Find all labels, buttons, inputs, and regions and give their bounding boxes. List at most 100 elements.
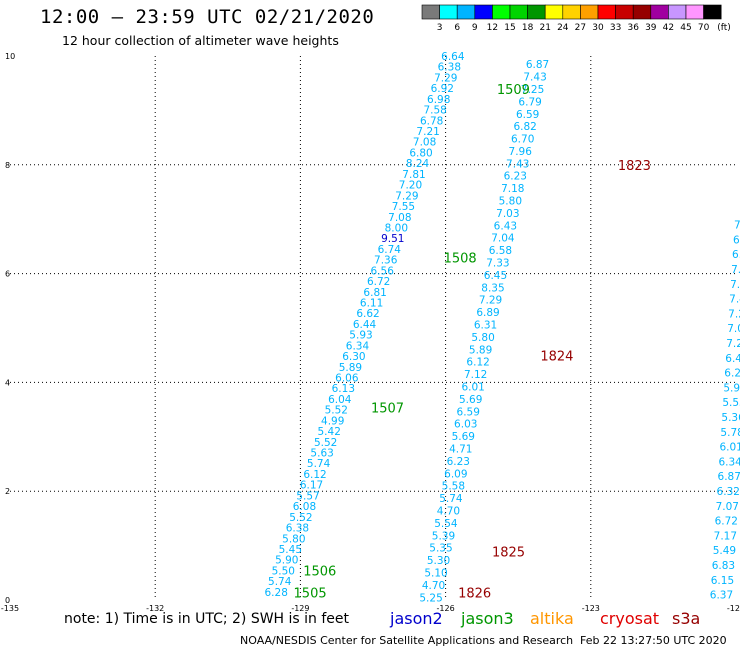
wave-height-value: 5.93 (349, 330, 372, 342)
wave-height-value: 5.54 (434, 518, 458, 530)
wave-height-value: 6.34 (346, 340, 370, 352)
wave-height-value: 7.20 (726, 338, 740, 350)
wave-height-value: 6.09 (444, 468, 467, 480)
x-tick-label: -123 (582, 604, 600, 613)
wave-height-value: 7.08 (413, 137, 436, 149)
wave-height-value: 7.40 (729, 294, 740, 306)
colorbar-label: 27 (575, 23, 586, 33)
wave-height-value: 9.51 (381, 233, 404, 245)
wave-height-value: 6.12 (303, 469, 326, 481)
wave-height-value: 5.39 (432, 530, 455, 542)
y-tick-label: 8 (5, 161, 10, 170)
wave-height-value: 7.00 (727, 323, 740, 335)
wave-height-value: 5.42 (318, 426, 341, 438)
wave-height-value: 7.08 (388, 212, 411, 224)
pass-time-label: 1507 (371, 401, 404, 416)
wave-height-value: 6.78 (420, 115, 443, 127)
wave-height-value: 6.38 (438, 62, 461, 74)
wave-height-value: 7.43 (506, 158, 529, 170)
wave-height-value: 6.12 (466, 357, 489, 369)
colorbar-label: 18 (522, 23, 534, 33)
pass-time-label: 1508 (444, 252, 477, 267)
wave-height-value: 7.00 (734, 220, 740, 232)
wave-height-value: 7.43 (523, 72, 546, 84)
wave-height-value: 6.89 (476, 307, 499, 319)
wave-height-value: 6.43 (494, 220, 517, 232)
colorbar-label: 9 (472, 23, 478, 33)
wave-height-value: 6.62 (356, 308, 379, 320)
wave-height-value: 6.30 (342, 351, 365, 363)
wave-height-value: 6.23 (504, 171, 527, 183)
pass-time-label: 1826 (458, 586, 491, 601)
wave-height-value: 7.21 (416, 126, 439, 138)
wave-height-value: 4.70 (422, 580, 445, 592)
wave-height-value: 7.03 (496, 208, 519, 220)
colorbar-swatch (580, 4, 599, 20)
wave-height-value: 6.64 (441, 51, 465, 63)
wave-height-value: 6.17 (300, 480, 323, 492)
wave-height-value: 6.87 (718, 471, 740, 483)
colorbar-swatch (527, 4, 546, 20)
colorbar-label: 39 (645, 23, 657, 33)
footer-timestamp: Feb 22 13:27:50 UTC 2020 (580, 634, 727, 647)
wave-height-value: 6.23 (447, 456, 470, 468)
footer-note: note: 1) Time is in UTC; 2) SWH is in fe… (64, 611, 350, 627)
chart-title: 12:00 — 23:59 UTC 02/21/2020 (40, 6, 375, 28)
wave-height-value: 8.24 (406, 158, 430, 170)
wave-height-value: 7.55 (392, 201, 415, 213)
x-tick-label: -126 (437, 604, 455, 613)
colorbar-swatch (703, 4, 722, 20)
colorbar-unit: (ft) (717, 23, 731, 33)
pass-time-label: 1506 (303, 565, 336, 580)
wave-height-value: 6.87 (526, 59, 549, 71)
wave-height-value: 7.07 (716, 501, 739, 513)
y-tick-label: 4 (5, 378, 10, 387)
pass-time-label: 1505 (294, 586, 327, 601)
wave-height-value: 6.34 (718, 456, 740, 468)
colorbar-swatch (668, 4, 687, 20)
wave-height-value: 6.04 (328, 394, 352, 406)
satellite-legend-s3a: s3a (672, 609, 701, 628)
pass-time-label: 1824 (540, 350, 573, 365)
axes: -135 -132 -129 -126 -123 -120 0 2 4 6 8 10 (1, 52, 740, 613)
wave-height-value: 6.72 (367, 276, 390, 288)
wave-height-value: 5.58 (442, 481, 465, 493)
wave-height-value: 6.37 (710, 590, 733, 602)
wave-height-value: 5.55 (722, 397, 740, 409)
colorbar-label: 42 (663, 23, 674, 33)
chart-subtitle: 12 hour collection of altimeter wave hei… (62, 33, 339, 48)
wave-height-value: 5.63 (310, 448, 333, 460)
wave-height-value: 5.35 (429, 543, 452, 555)
pass-time-label: 1823 (618, 159, 651, 174)
y-tick-label: 0 (5, 596, 10, 605)
wave-height-value: 6.01 (461, 382, 484, 394)
wave-height-value: 6.83 (712, 560, 735, 572)
colorbar: 3 6 9 12 15 18 21 24 27 30 33 36 39 42 45 70 (ft) (421, 4, 731, 33)
colorbar-swatch (562, 4, 581, 20)
wave-height-value: 5.49 (713, 545, 736, 557)
wave-height-value: 7.36 (374, 255, 398, 267)
wave-height-value: 6.60 (733, 234, 740, 246)
wave-height-value: 6.31 (474, 320, 497, 332)
wave-height-value: 5.45 (279, 544, 302, 556)
wave-height-value: 6.59 (457, 406, 480, 418)
wave-height-value: 5.52 (325, 405, 348, 417)
wave-height-value: 6.45 (484, 270, 507, 282)
footer-credit: NOAA/NESDIS Center for Satellite Applica… (240, 634, 574, 647)
colorbar-label: 30 (592, 23, 604, 33)
colorbar-label: 21 (539, 23, 550, 33)
satellite-legend-altika: altika (530, 609, 574, 628)
wave-height-value: 8.00 (385, 222, 408, 234)
colorbar-swatch (509, 4, 528, 20)
wave-height-value: 6.13 (332, 383, 355, 395)
wave-height-value: 6.80 (732, 249, 740, 261)
colorbar-label: 70 (698, 23, 710, 33)
satellite-legend-jason2: jason2 (390, 609, 443, 628)
grid (10, 56, 736, 600)
wave-height-value: 6.08 (293, 501, 316, 513)
pass-time-label: 1825 (492, 545, 525, 560)
wave-height-value: 7.96 (509, 146, 533, 158)
wave-height-value: 7.60 (730, 279, 740, 291)
wave-height-value: 7.17 (714, 530, 737, 542)
wave-height-value: 6.92 (431, 83, 454, 95)
